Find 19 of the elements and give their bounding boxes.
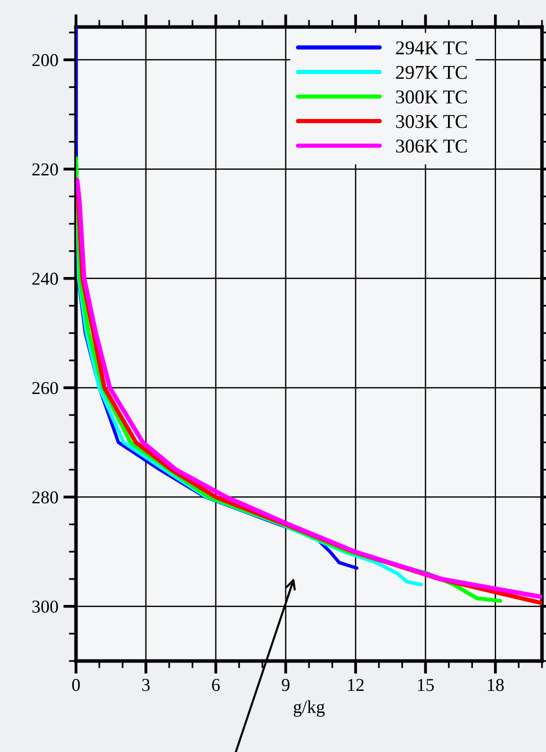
x-tick-label: 6 bbox=[212, 678, 220, 692]
x-tick-label: 3 bbox=[142, 678, 150, 692]
y-tick-label: 220 bbox=[32, 163, 58, 176]
y-tick-label: 300 bbox=[32, 600, 58, 613]
legend-label: 294K TC bbox=[396, 41, 467, 54]
y-tick-label: 240 bbox=[32, 272, 58, 285]
y-tick-label: 200 bbox=[32, 54, 58, 66]
legend-label: 297K TC bbox=[396, 66, 467, 79]
x-axis-title: g/kg bbox=[294, 700, 325, 717]
x-tick-label: 12 bbox=[348, 678, 364, 691]
x-tick-label: 0 bbox=[72, 678, 80, 692]
y-tick-label: 260 bbox=[32, 382, 58, 394]
legend-label: 303K TC bbox=[396, 114, 467, 128]
y-tick-label: 280 bbox=[32, 491, 58, 504]
x-tick-label: 18 bbox=[488, 678, 504, 692]
legend-label: 306K TC bbox=[396, 140, 467, 153]
legend-label: 300K TC bbox=[396, 90, 467, 104]
x-tick-label: 15 bbox=[418, 678, 434, 692]
x-tick-label: 9 bbox=[282, 678, 290, 692]
